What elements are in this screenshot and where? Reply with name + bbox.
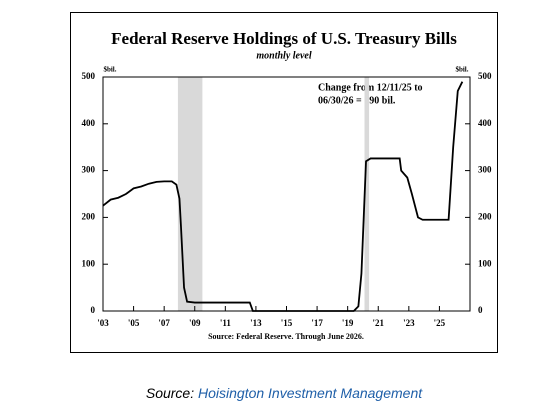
data-line <box>102 81 464 312</box>
y2-unit: $bil. <box>455 66 468 74</box>
x-tick-label: '05 <box>128 318 140 328</box>
chart-source: Source: Federal Reserve. Through June 20… <box>208 332 364 341</box>
y-tick-label: 500 <box>82 71 96 81</box>
y2-tick-label: 100 <box>478 258 492 268</box>
y2-tick-label: 500 <box>478 71 492 81</box>
y-tick-label: 100 <box>82 258 96 268</box>
shaded-period <box>364 77 370 311</box>
y2-tick-label: 0 <box>478 305 483 315</box>
caption: Source: Hoisington Investment Management <box>146 385 423 401</box>
y-tick-label: 200 <box>82 211 96 221</box>
x-tick-label: '21 <box>372 318 384 328</box>
y-tick-label: 0 <box>91 305 96 315</box>
y-unit: $bil. <box>103 66 116 74</box>
y-tick-label: 300 <box>82 165 96 175</box>
x-tick-label: '25 <box>434 318 446 328</box>
y2-tick-label: 200 <box>478 211 492 221</box>
x-tick-label: '17 <box>311 318 323 328</box>
chart-title: Federal Reserve Holdings of U.S. Treasur… <box>111 29 457 48</box>
x-tick-label: '07 <box>158 318 170 328</box>
x-tick-label: '09 <box>189 318 201 328</box>
chart-frame <box>70 12 498 353</box>
y2-tick-label: 400 <box>478 118 492 128</box>
x-tick-label: '15 <box>281 318 293 328</box>
shaded-period <box>177 77 203 311</box>
y2-tick-label: 300 <box>478 165 492 175</box>
annotation: 06/30/26 = 290 bil. <box>318 95 396 106</box>
x-tick-label: '03 <box>97 318 109 328</box>
x-tick-label: '11 <box>220 318 232 328</box>
chart-subtitle: monthly level <box>256 50 311 61</box>
annotation: Change from 12/11/25 to <box>318 82 423 93</box>
caption-link[interactable]: Hoisington Investment Management <box>198 385 423 401</box>
x-tick-label: '13 <box>250 318 262 328</box>
caption-prefix: Source: <box>146 385 198 401</box>
x-tick-label: '23 <box>403 318 415 328</box>
x-tick-label: '19 <box>342 318 354 328</box>
y-tick-label: 400 <box>82 118 96 128</box>
